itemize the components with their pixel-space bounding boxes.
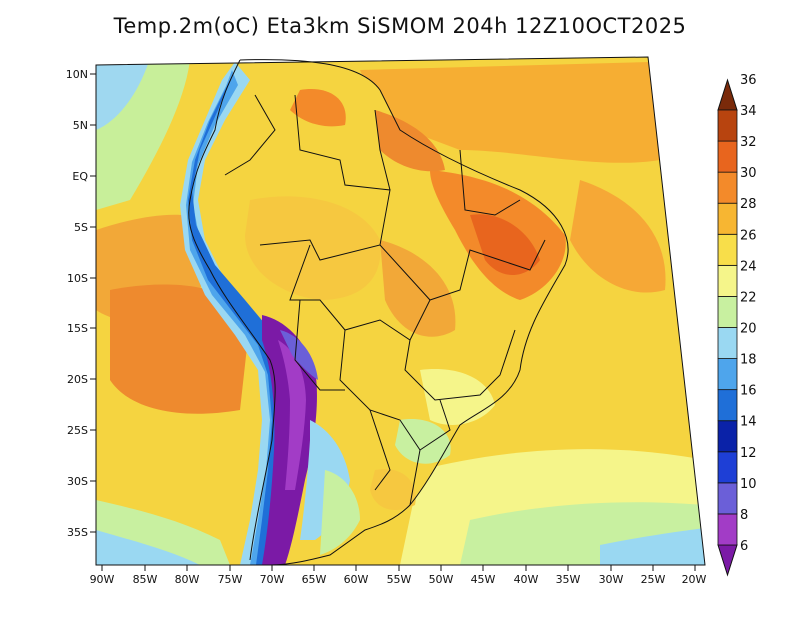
colorbar-swatch xyxy=(717,389,738,422)
colorbar-label: 28 xyxy=(740,197,757,212)
lon-label-60w: 60W xyxy=(344,573,369,586)
lon-label-90w: 90W xyxy=(90,573,115,586)
lon-label-65w: 65W xyxy=(302,573,327,586)
colorbar-swatch xyxy=(717,451,738,484)
colorbar-swatch xyxy=(717,171,738,204)
lon-label-50w: 50W xyxy=(429,573,454,586)
colorbar-swatch xyxy=(717,420,738,453)
colorbar-label: 18 xyxy=(740,353,757,368)
colorbar-label: 22 xyxy=(740,290,757,305)
map-title: Temp.2m(oC) Eta3km SiSMOM 204h 12Z10OCT2… xyxy=(113,14,687,38)
colorbar-bottom-arrow xyxy=(717,544,738,577)
lon-label-85w: 85W xyxy=(133,573,158,586)
colorbar-label: 10 xyxy=(740,477,757,492)
coastlines-and-borders xyxy=(188,59,569,566)
colorbar-legend: 6 8 10 12 14 16 18 20 22 24 26 28 30 32 34 36 xyxy=(717,73,757,577)
lat-label-5n: 5N xyxy=(73,119,88,132)
colorbar-label: 32 xyxy=(740,135,757,150)
colorbar-label: 16 xyxy=(740,384,757,399)
longitude-axis: 90W 85W 80W 75W 70W 65W 60W 55W 50W 45W … xyxy=(90,565,707,586)
colorbar-label: 20 xyxy=(740,322,757,337)
colorbar-label: 14 xyxy=(740,415,757,430)
colorbar-top-arrow xyxy=(717,78,738,111)
colorbar-swatch xyxy=(717,202,738,235)
lon-label-20w: 20W xyxy=(682,573,707,586)
colorbar-labels: 6 8 10 12 14 16 18 20 22 24 26 28 30 32 34 36 xyxy=(740,73,757,554)
lat-label-10s: 10S xyxy=(67,272,88,285)
lat-label-5s: 5S xyxy=(74,221,88,234)
colorbar-swatch xyxy=(717,296,738,328)
colorbar-label: 30 xyxy=(740,166,757,181)
lon-label-45w: 45W xyxy=(471,573,496,586)
map-frame xyxy=(95,56,706,566)
colorbar-label: 36 xyxy=(740,73,757,88)
lat-label-35s: 35S xyxy=(67,526,88,539)
colorbar-swatch xyxy=(717,358,738,391)
colorbar-swatch xyxy=(717,264,738,297)
colorbar-label: 24 xyxy=(740,259,757,274)
lat-label-20s: 20S xyxy=(67,373,88,386)
lon-label-80w: 80W xyxy=(175,573,200,586)
latitude-axis: 10N 5N EQ 5S 10S 15S 20S 25S 30S 35S xyxy=(66,68,96,539)
lon-label-35w: 35W xyxy=(556,573,581,586)
colorbar-swatch xyxy=(717,140,738,173)
lat-label-eq: EQ xyxy=(72,170,88,183)
colorbar-label: 12 xyxy=(740,446,757,461)
lat-label-15s: 15S xyxy=(67,322,88,335)
colorbar-label: 34 xyxy=(740,104,757,119)
lon-label-55w: 55W xyxy=(387,573,412,586)
temperature-field xyxy=(96,57,705,565)
lat-label-25s: 25S xyxy=(67,424,88,437)
lon-label-70w: 70W xyxy=(260,573,285,586)
colorbar-swatch xyxy=(717,513,738,546)
colorbar-label: 26 xyxy=(740,228,757,243)
colorbar-swatch xyxy=(717,482,738,515)
lat-label-10n: 10N xyxy=(66,68,88,81)
colorbar-label: 6 xyxy=(740,539,748,554)
lon-label-75w: 75W xyxy=(218,573,243,586)
lon-label-25w: 25W xyxy=(641,573,666,586)
colorbar-swatch xyxy=(717,327,738,359)
lon-label-40w: 40W xyxy=(514,573,539,586)
colorbar-label: 8 xyxy=(740,508,748,523)
lon-label-30w: 30W xyxy=(599,573,624,586)
lat-label-30s: 30S xyxy=(67,475,88,488)
colorbar-swatch xyxy=(717,109,738,142)
colorbar-swatches xyxy=(717,78,738,577)
colorbar-swatch xyxy=(717,233,738,266)
